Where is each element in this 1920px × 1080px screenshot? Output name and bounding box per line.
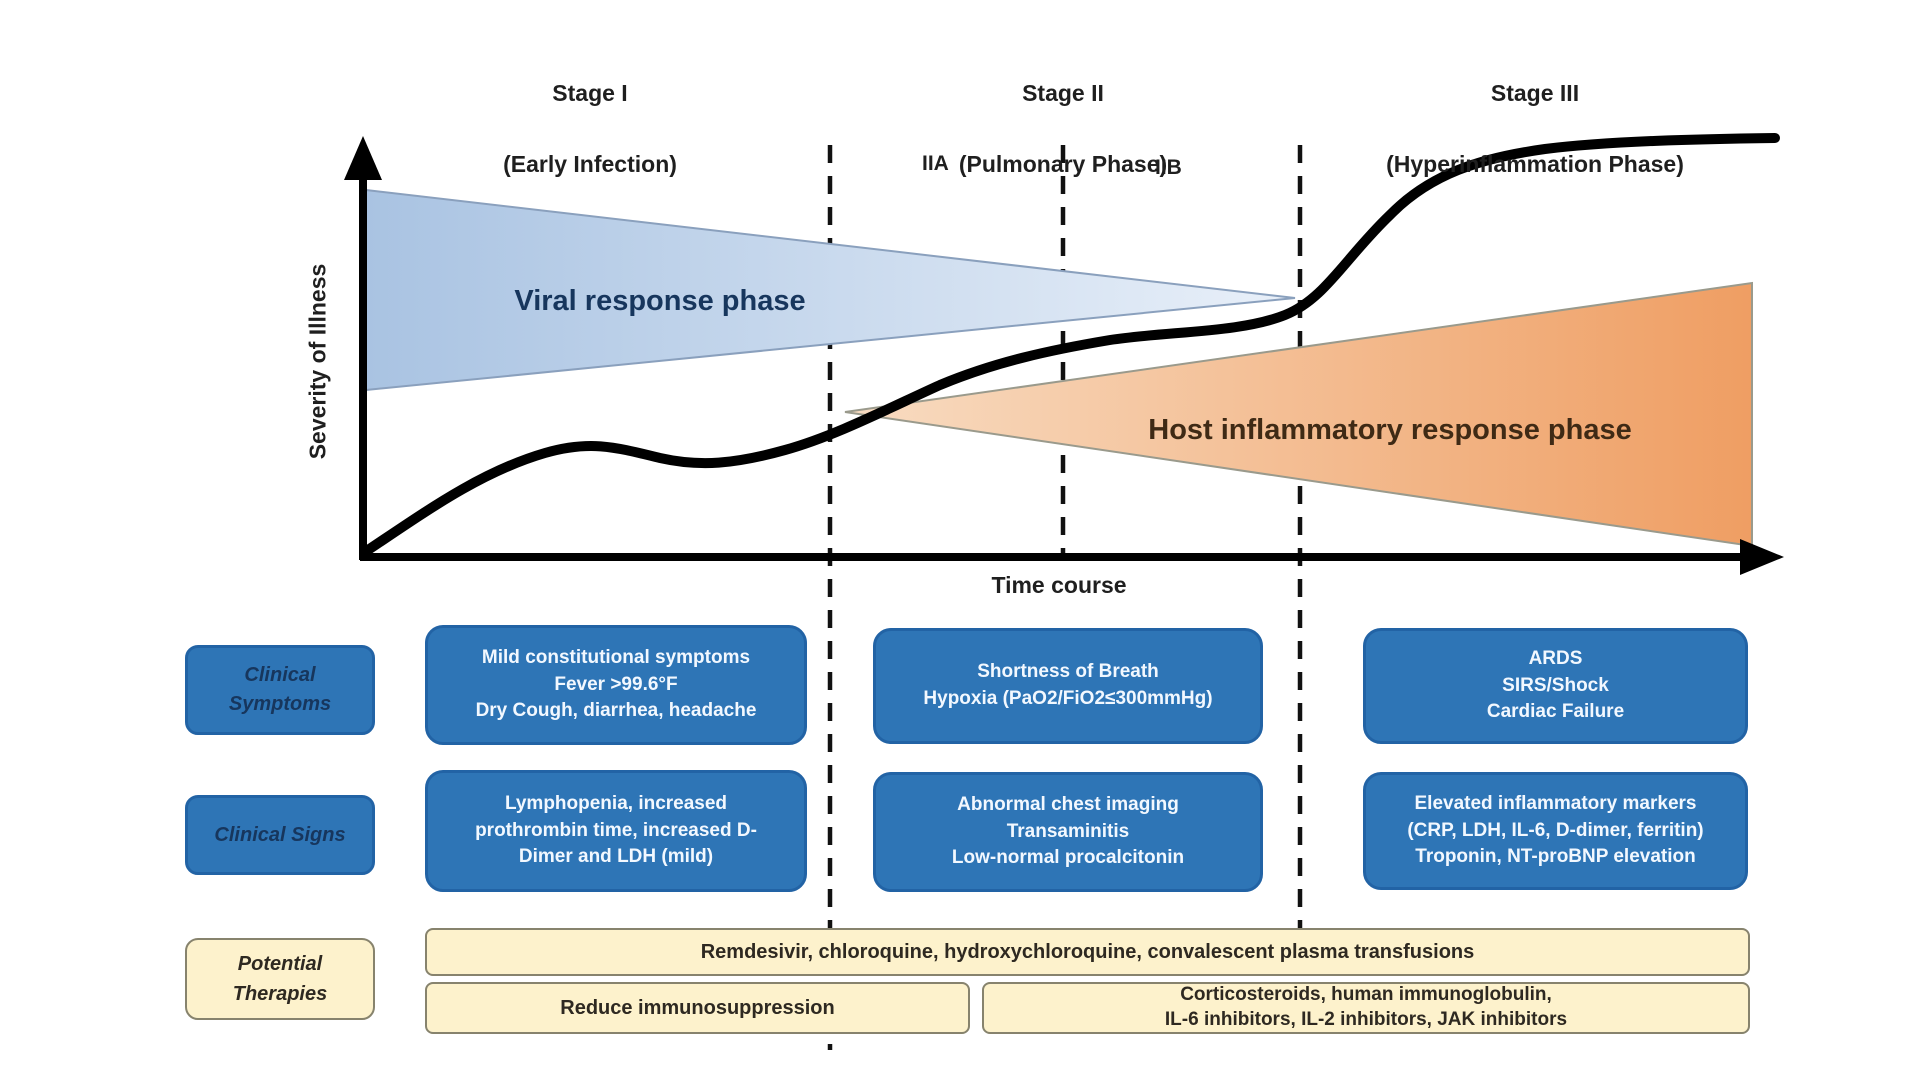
stage-2-header: Stage II (Pulmonary Phase) — [863, 40, 1263, 218]
y-axis-arrowhead — [344, 136, 382, 180]
therapies-left-bar: Reduce immunosuppression — [425, 982, 970, 1034]
clinical-signs-label: Clinical Signs — [185, 795, 375, 875]
stage-1-header: Stage I (Early Infection) — [390, 40, 790, 218]
viral-response-phase-label: Viral response phase — [514, 285, 806, 317]
host-response-phase-label: Host inflammatory response phase — [1148, 414, 1632, 446]
stage-3-title: Stage III — [1490, 79, 1580, 106]
symptoms-stage1-box: Mild constitutional symptoms Fever >99.6… — [425, 625, 807, 745]
stage-3-header: Stage III (Hyperinflammation Phase) — [1285, 40, 1785, 218]
stage-3-subtitle: (Hyperinflammation Phase) — [1386, 150, 1684, 177]
therapies-full-bar: Remdesivir, chloroquine, hydroxychloroqu… — [425, 928, 1750, 976]
stage-1-title: Stage I — [552, 79, 628, 106]
potential-therapies-label: Potential Therapies — [185, 938, 375, 1020]
signs-stage3-box: Elevated inflammatory markers (CRP, LDH,… — [1363, 772, 1748, 890]
stage-2-subtitle: (Pulmonary Phase) — [958, 150, 1168, 177]
x-axis-label: Time course — [991, 572, 1127, 598]
signs-stage1-box: Lymphopenia, increased prothrombin time,… — [425, 770, 807, 892]
substage-iia-label: IIA — [922, 152, 949, 175]
substage-iib-label: IIB — [1155, 156, 1182, 179]
host-response-triangle — [844, 281, 1753, 548]
signs-stage2-box: Abnormal chest imaging Transaminitis Low… — [873, 772, 1263, 892]
symptoms-stage3-box: ARDS SIRS/Shock Cardiac Failure — [1363, 628, 1748, 744]
y-axis-label: Severity of Illness — [304, 263, 331, 460]
stage-2-title: Stage II — [1022, 79, 1104, 106]
clinical-symptoms-label: Clinical Symptoms — [185, 645, 375, 735]
severity-curve — [360, 133, 1780, 557]
x-axis-arrowhead — [1740, 539, 1784, 575]
symptoms-stage2-box: Shortness of Breath Hypoxia (PaO2/FiO2≤3… — [873, 628, 1263, 744]
therapies-right-bar: Corticosteroids, human immunoglobulin, I… — [982, 982, 1750, 1034]
stage-1-subtitle: (Early Infection) — [503, 150, 677, 177]
